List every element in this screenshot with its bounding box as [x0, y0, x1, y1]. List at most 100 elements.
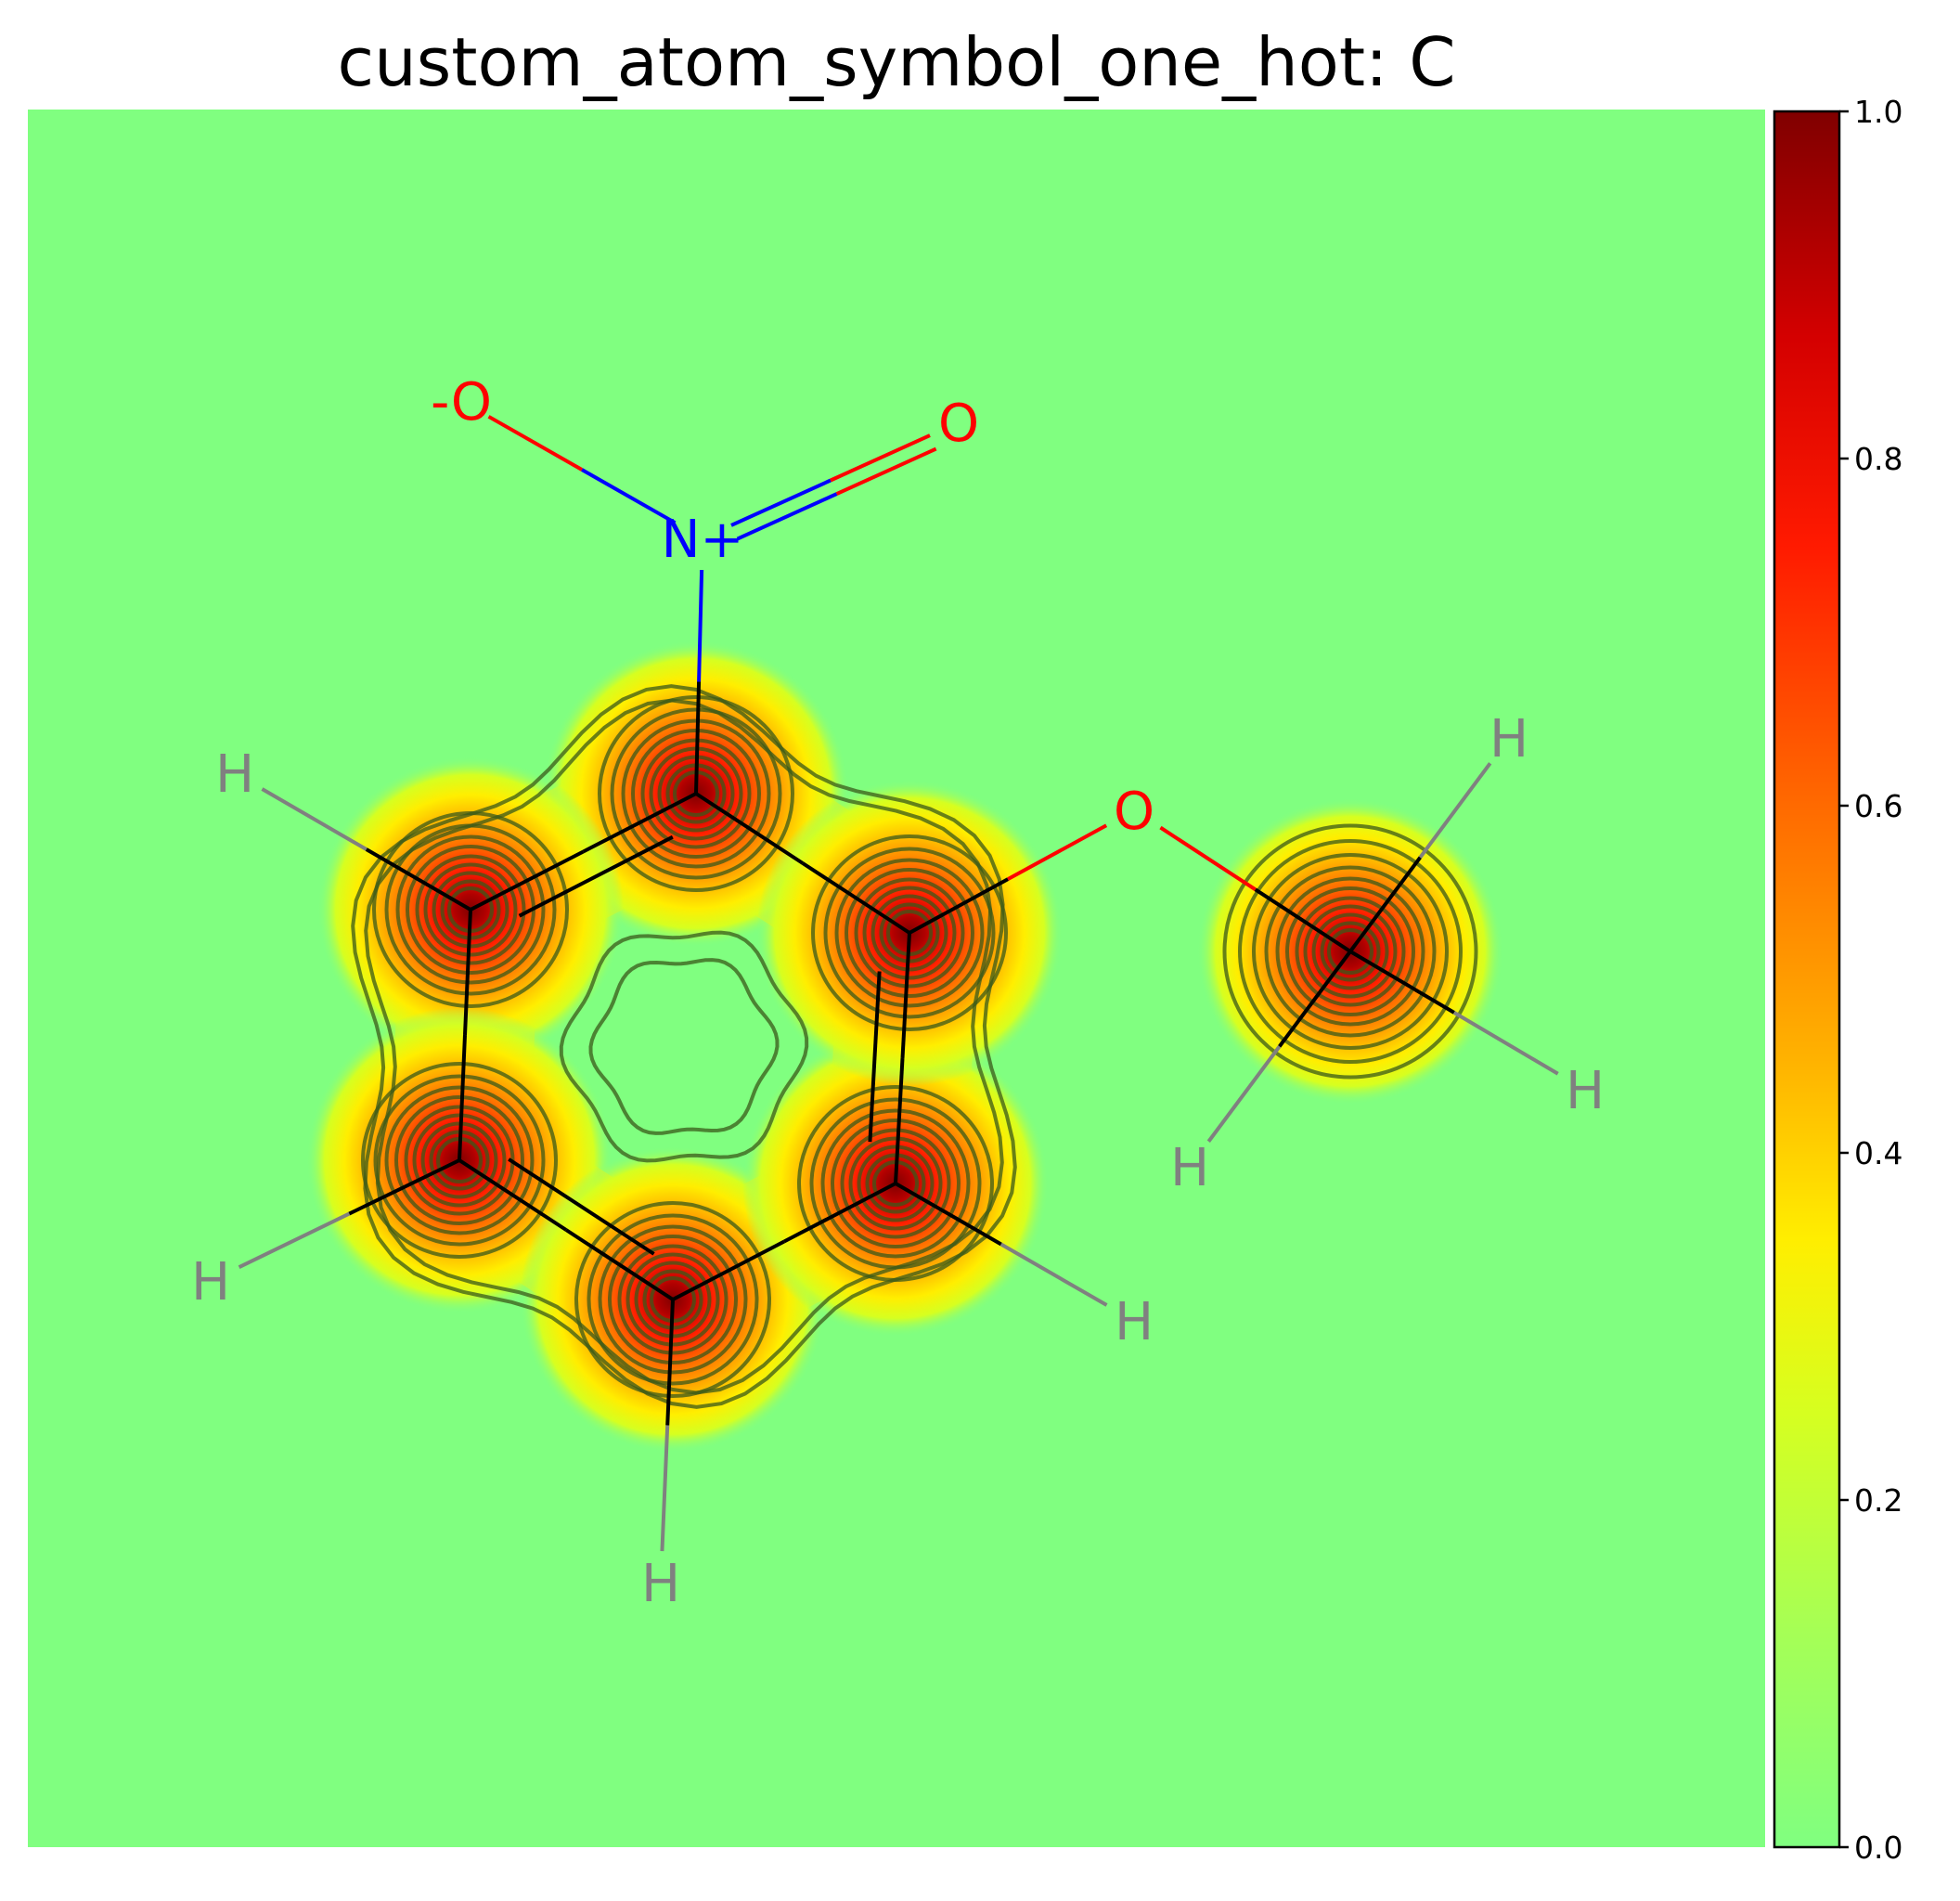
contour-line: [395, 834, 546, 985]
bond-segment: [508, 1157, 655, 1256]
bond-segment: [582, 792, 697, 854]
atom-label-h7: H: [1170, 1138, 1209, 1198]
bond-segment: [365, 847, 472, 912]
atom-label-h5: H: [1489, 709, 1528, 769]
colorbar-tick-label: 0.6: [1854, 788, 1902, 824]
heatmap-plot: N+ -O O O H H H H H H H: [28, 110, 1765, 1847]
colorbar-tick-label: 1.0: [1854, 94, 1902, 130]
contour-line: [854, 877, 965, 989]
bond-segment: [894, 1057, 905, 1184]
bond-segment: [1452, 1011, 1559, 1076]
contour-line: [617, 1244, 729, 1355]
contour-line: [415, 854, 526, 965]
bond-segment: [1007, 823, 1108, 881]
contour-line: [608, 1235, 738, 1364]
contour-line: [423, 862, 518, 957]
contour-line: [384, 1085, 535, 1235]
contour-line: [364, 698, 1004, 1395]
bond-segment: [697, 569, 704, 682]
bond-segment: [348, 1158, 460, 1216]
contour-line: [1285, 886, 1415, 1016]
contour-line: [1252, 853, 1449, 1050]
bond-segment: [868, 971, 882, 1143]
contour-line: [373, 1074, 546, 1247]
contour-line: [1275, 876, 1425, 1027]
bond-segment: [487, 415, 583, 472]
contour-line: [848, 1136, 943, 1231]
atom-label-h6: H: [1566, 1061, 1605, 1121]
contour-line: [870, 894, 948, 972]
contour-line: [811, 834, 1008, 1031]
contour-line: [1311, 912, 1389, 990]
contour-line: [394, 1095, 524, 1225]
bond-segment: [895, 1182, 1002, 1247]
bond-segment: [470, 849, 585, 912]
bond-segment: [830, 433, 931, 483]
atom-label-h4: H: [1115, 1292, 1154, 1352]
bond-segment: [261, 787, 368, 851]
bond-segment: [581, 468, 677, 524]
bond-segment: [1278, 950, 1352, 1048]
bond-segment: [660, 1425, 670, 1552]
contour-line: [610, 707, 782, 880]
contour-line: [823, 847, 996, 1019]
bond-segment: [730, 478, 832, 527]
contour-line: [1238, 839, 1463, 1064]
contour-line: [834, 858, 985, 1008]
contour-line: [1295, 896, 1406, 1007]
colorbar: 0.0 0.2 0.4 0.6 0.8 1.0: [1773, 94, 1902, 1866]
contour-line: [1264, 865, 1437, 1038]
contour-line: [588, 958, 780, 1135]
bond-segment: [1206, 1045, 1282, 1143]
contour-line: [1222, 823, 1478, 1080]
contour-line: [351, 684, 1017, 1409]
contour-line: [361, 1062, 558, 1259]
contour-line: [412, 1113, 507, 1208]
bond-segment: [909, 877, 1010, 935]
contour-lines: [351, 684, 1478, 1409]
bond-segment: [458, 1034, 467, 1161]
bond-segment: [463, 909, 472, 1036]
atom-label-n1: N+: [662, 510, 744, 570]
contour-line: [1327, 928, 1373, 975]
bond-segment: [801, 861, 911, 935]
bond-segment: [564, 1228, 675, 1301]
bond-segment: [1418, 762, 1492, 859]
contour-line: [587, 1213, 759, 1386]
atom-labels: N+ -O O O H H H H H H H: [191, 372, 1605, 1614]
contour-line: [820, 1108, 971, 1259]
contour-line: [1320, 921, 1381, 982]
bond-segment: [1348, 856, 1422, 953]
bond-segment: [665, 1299, 675, 1426]
atom-label-h3: H: [641, 1554, 680, 1614]
bond-segment: [900, 932, 911, 1059]
bond-lines: [238, 415, 1559, 1552]
contour-line: [845, 868, 974, 998]
bond-segment: [694, 792, 805, 865]
bond-segment: [999, 1242, 1108, 1307]
colorbar-ticks: 0.0 0.2 0.4 0.6 0.8 1.0: [1839, 94, 1902, 1866]
colorbar-tick-label: 0.4: [1854, 1135, 1902, 1171]
contour-line: [862, 886, 957, 980]
bond-segment: [1254, 887, 1352, 953]
bond-segment: [518, 834, 674, 918]
atom-label-o2: O: [938, 394, 979, 454]
bond-segment: [672, 1239, 785, 1301]
bond-segment: [1159, 825, 1257, 891]
bond-segment: [1348, 950, 1455, 1015]
bond-segment: [783, 1182, 896, 1244]
bond-segment: [835, 446, 937, 496]
contour-line: [857, 1144, 935, 1222]
contour-line: [559, 930, 809, 1163]
chart-title: custom_atom_symbol_one_hot: C: [337, 23, 1455, 101]
atom-label-o1: -O: [431, 372, 492, 433]
bond-segment: [736, 492, 838, 541]
colorbar-tick-label: 0.0: [1854, 1830, 1902, 1866]
contour-line: [840, 1128, 951, 1239]
contour-line: [574, 1201, 771, 1398]
colorbar-gradient: [1773, 110, 1841, 1849]
bond-segment: [458, 1158, 568, 1232]
colorbar-tick-label: 0.2: [1854, 1482, 1902, 1519]
contour-line: [598, 695, 794, 892]
